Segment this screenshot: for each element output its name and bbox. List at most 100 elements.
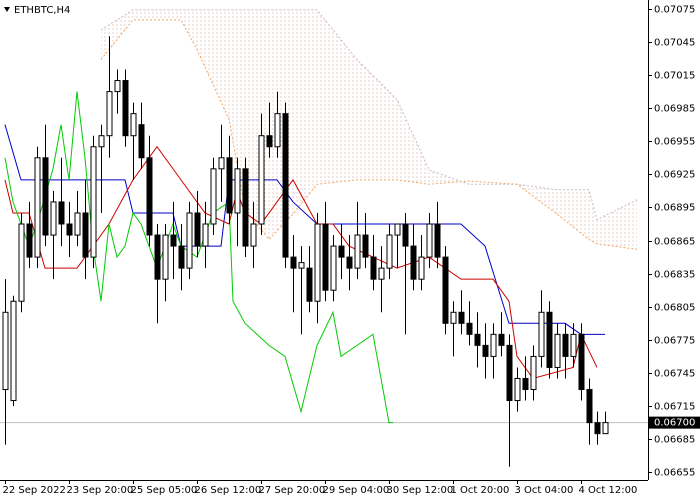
candle-body [506,344,513,402]
y-tick-label: 0.06775 [654,336,695,347]
y-tick-label: 0.06955 [654,137,695,148]
candle-body [90,146,97,258]
candle-body [426,223,433,258]
candle-body [330,245,337,291]
candle-body [410,245,417,280]
candle-body [298,262,305,269]
candle-body [282,113,289,258]
candle-body [562,333,569,357]
symbol-menu-icon[interactable] [4,7,10,12]
candle-body [18,223,25,302]
candle-body [146,157,153,236]
candle-body [594,422,601,435]
candle-body [242,168,249,247]
candle-body [42,157,49,236]
candle-body [338,245,345,258]
candle-body [258,135,265,225]
candle-body [226,157,233,214]
y-tick-label: 0.06745 [654,369,695,380]
candle-body [34,157,41,258]
candle-body [290,256,297,269]
candle-body [346,256,353,269]
x-tick-label: 26 Sep 12:00 [195,485,262,496]
candle-body [2,311,9,391]
candle-body [602,422,609,435]
candle-body [74,212,81,236]
x-tick-label: 4 Oct 12:00 [579,485,638,496]
senkou-span-a [100,9,638,221]
x-tick-label: 1 Oct 20:00 [451,485,510,496]
candle-body [82,212,89,258]
x-tick-label: 22 Sep 2022 [3,485,66,496]
y-tick-label: 0.07075 [654,5,695,16]
candle-body [434,223,441,258]
candle-body [202,223,209,247]
candle-body [162,234,169,280]
candle-body [314,223,321,302]
y-tick-label: 0.07015 [654,71,695,82]
candle-body [66,223,73,236]
senkou-span-b [100,19,638,250]
candle-body [418,256,425,280]
cloud-fill [101,9,637,250]
candle-body [266,135,273,148]
candle-body [538,311,545,357]
candle-body [122,80,129,137]
candle-body [26,223,33,258]
candle-body [178,245,185,269]
candle-body [186,212,193,269]
candle-body [394,223,401,236]
candle-body [490,333,497,357]
candle-body [450,311,457,324]
x-tick-label: 3 Oct 04:00 [515,485,574,496]
indicator-line [4,124,605,335]
x-tick-label: 29 Sep 04:00 [323,485,390,496]
y-tick-label: 0.06985 [654,104,695,115]
candle-body [482,344,489,357]
candle-body [354,234,361,269]
candle-body [362,234,369,258]
y-tick-label: 0.06925 [654,170,695,181]
candle-body [210,168,217,225]
y-tick-label: 0.06715 [654,402,695,413]
candle-body [554,333,561,368]
candle-body [50,201,57,236]
x-tick-label: 25 Sep 05:00 [131,485,198,496]
candle-body [514,377,521,402]
x-tick-label: 23 Sep 20:00 [67,485,134,496]
y-tick-label: 0.07045 [654,38,695,49]
y-tick-label: 0.06835 [654,270,695,281]
x-tick-label: 27 Sep 20:00 [259,485,326,496]
candle-body [114,80,121,93]
candle-body [386,234,393,269]
candle-body [442,256,449,324]
current-price-box [649,416,700,429]
candle-body [586,389,593,424]
candle-body [98,135,105,148]
y-tick-label: 0.06655 [654,468,695,479]
candle-body [402,223,409,247]
candle-body [10,300,17,402]
candle-body [498,333,505,346]
candle-body [194,212,201,247]
candle-body [578,333,585,391]
candle-body [322,223,329,291]
candle-body [274,113,281,148]
y-tick-label: 0.06895 [654,203,695,214]
candle-body [234,168,241,214]
candle-body [546,311,553,368]
candle-body [218,157,225,170]
y-tick-label: 0.06805 [654,303,695,314]
candle-body [458,311,465,324]
candle-body [466,322,473,335]
candle-body [154,234,161,280]
candle-body [522,377,529,391]
current-price-label: 0.06700 [654,418,695,429]
candle-body [378,267,385,280]
candle-body [306,267,313,302]
chart-title: ETHBTC,H4 [14,5,70,16]
candle-body [370,256,377,280]
candle-body [474,333,481,346]
candle-body [570,333,577,357]
